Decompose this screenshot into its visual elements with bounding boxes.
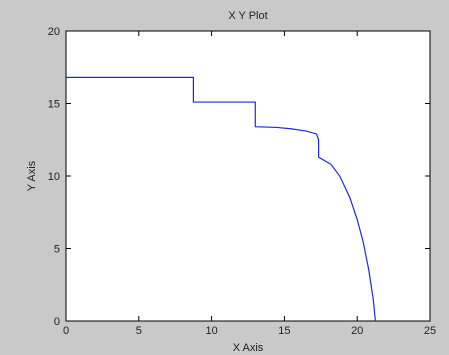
x-tick-label: 0 xyxy=(63,325,69,337)
y-tick-label: 20 xyxy=(48,26,60,38)
x-axis-ticks: 0 5 10 15 20 25 xyxy=(63,31,436,337)
series-line xyxy=(66,76,376,322)
chart-title: X Y Plot xyxy=(228,10,267,22)
series-layer xyxy=(66,76,376,322)
y-axis-title: Y Axis xyxy=(26,160,38,191)
x-tick-label: 10 xyxy=(205,325,217,337)
y-tick-label: 5 xyxy=(54,244,60,256)
x-tick-label: 20 xyxy=(351,325,363,337)
y-tick-label: 0 xyxy=(54,316,60,328)
x-axis-title: X Axis xyxy=(233,342,264,354)
x-tick-label: 5 xyxy=(136,325,142,337)
x-tick-label: 25 xyxy=(424,325,436,337)
y-axis-ticks: 0 5 10 15 20 xyxy=(48,26,430,328)
y-tick-label: 10 xyxy=(48,171,60,183)
y-tick-label: 15 xyxy=(48,99,60,111)
x-tick-label: 15 xyxy=(278,325,290,337)
plot-area xyxy=(65,30,431,322)
